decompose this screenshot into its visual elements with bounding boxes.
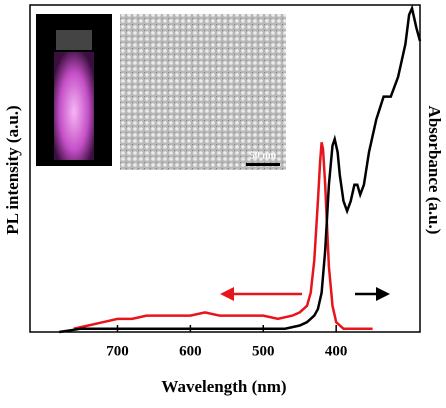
pl-arrow (220, 287, 302, 301)
x-tick-label: 600 (179, 343, 202, 359)
x-tick-label: 700 (106, 343, 129, 359)
abs-arrow (355, 287, 390, 301)
y2-axis-label: Absorbance (a.u.) (425, 106, 444, 235)
plot-frame (29, 4, 421, 333)
series-line (59, 4, 422, 334)
inset-scale-label: 50 nm (250, 150, 277, 161)
x-axis-label: Wavelength (nm) (161, 377, 286, 396)
y-axis-label: PL intensity (a.u.) (3, 105, 22, 234)
inset-tem (120, 14, 286, 170)
series-line (73, 142, 373, 330)
inset-photo (36, 14, 112, 166)
x-tick-label: 500 (252, 343, 275, 359)
x-tick-label: 400 (325, 343, 348, 359)
